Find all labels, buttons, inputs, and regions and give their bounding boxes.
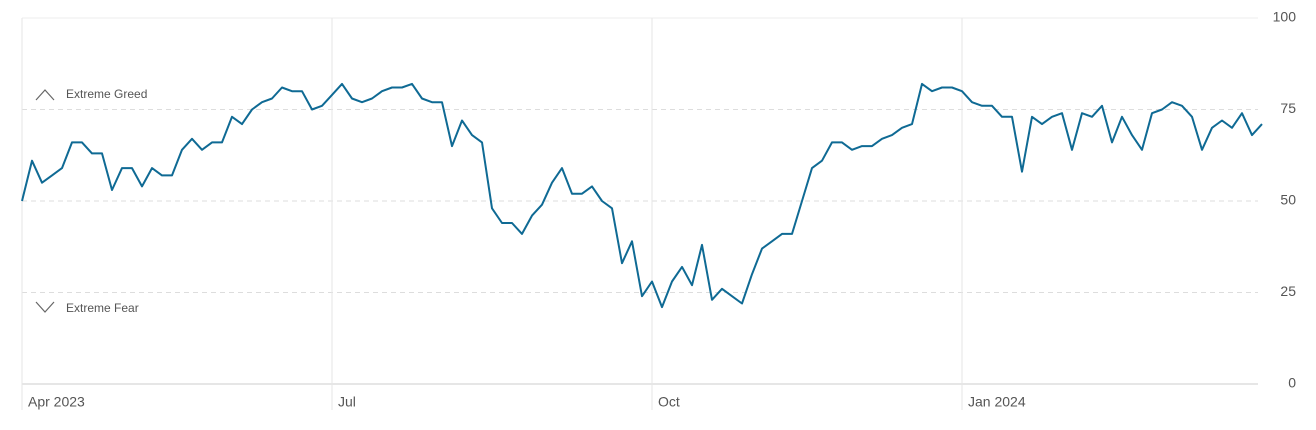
line [21, 82, 1263, 309]
x-tick-label: Jan 2024 [968, 394, 1026, 410]
x-tick-label: Apr 2023 [28, 394, 85, 410]
annotation: Extreme Greed [66, 87, 147, 101]
x-tick-label: Jul [338, 394, 356, 410]
y-tick-label: 75 [1280, 100, 1296, 116]
annotation: Extreme Fear [66, 301, 139, 315]
y-tick-label: 0 [1288, 375, 1296, 391]
y-tick-label: 100 [1273, 9, 1297, 25]
fear-icon [35, 301, 55, 313]
x-tick-label: Oct [658, 394, 680, 410]
greed-icon [35, 89, 55, 101]
y-tick-label: 25 [1280, 283, 1296, 299]
y-tick-label: 50 [1280, 192, 1296, 208]
